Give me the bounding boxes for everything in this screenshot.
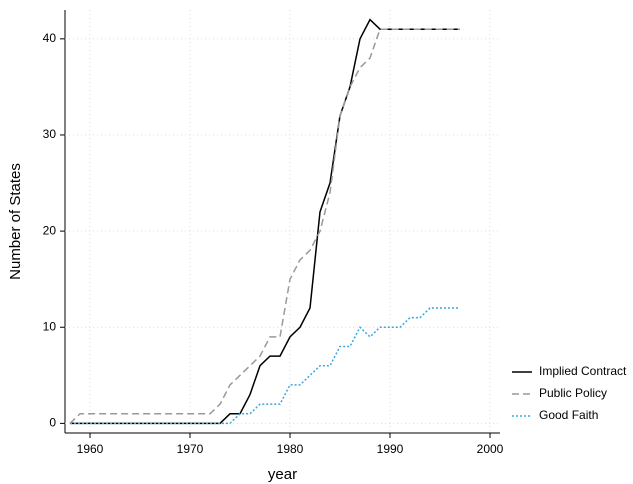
y-tick-label: 10 bbox=[43, 319, 57, 333]
line bbox=[70, 18, 460, 425]
legend-label: Good Faith bbox=[539, 408, 598, 422]
y-axis-title: Number of States bbox=[7, 163, 24, 280]
x-tick-label: 1970 bbox=[177, 442, 204, 456]
x-axis-title: year bbox=[268, 466, 297, 483]
line bbox=[70, 307, 460, 425]
x-tick-label: 2000 bbox=[477, 442, 504, 456]
x-tick-label: 1960 bbox=[77, 442, 104, 456]
x-tick-label: 1980 bbox=[277, 442, 304, 456]
y-tick-label: 20 bbox=[43, 223, 57, 237]
x-tick-label: 1990 bbox=[377, 442, 404, 456]
y-tick-label: 0 bbox=[49, 416, 56, 430]
legend-label: Public Policy bbox=[539, 386, 607, 400]
y-tick-label: 30 bbox=[43, 127, 57, 141]
legend-label: Implied Contract bbox=[539, 364, 627, 378]
line bbox=[69, 28, 460, 424]
y-tick-label: 40 bbox=[43, 31, 57, 45]
